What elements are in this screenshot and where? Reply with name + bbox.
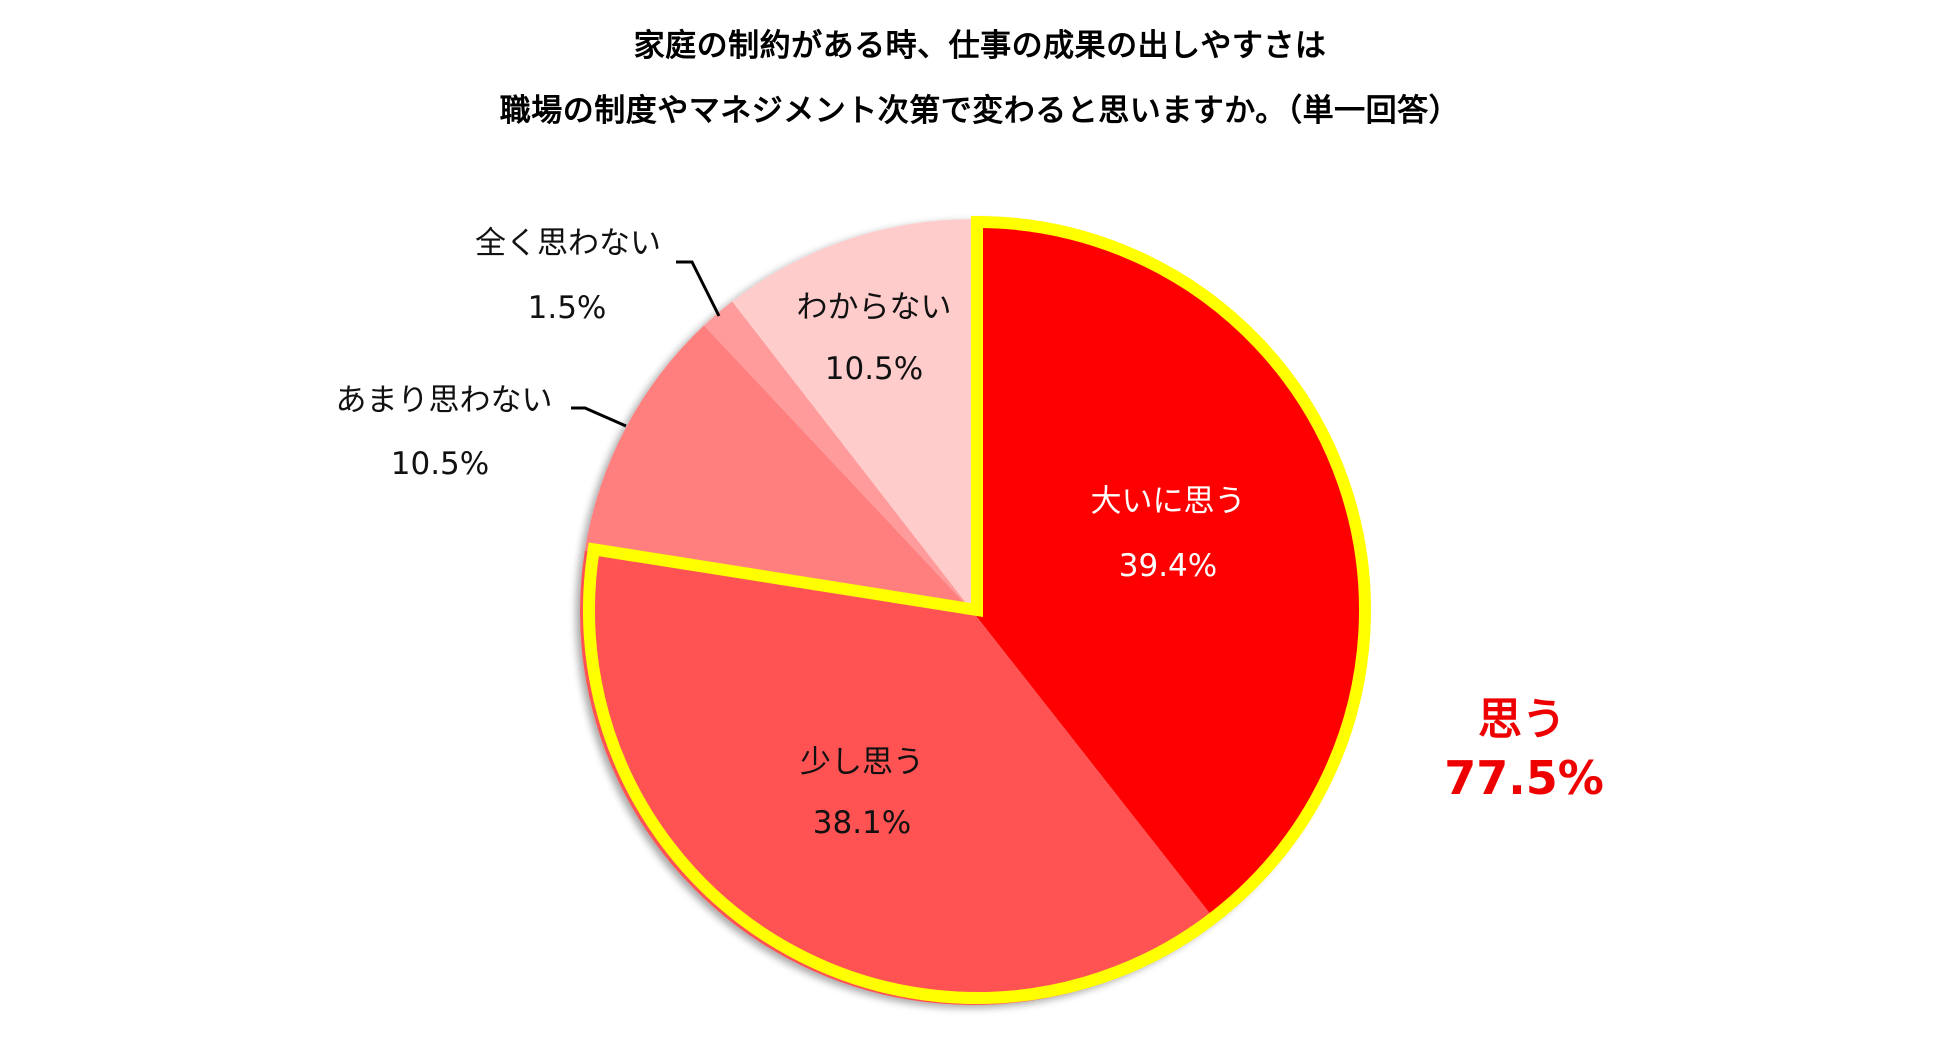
pie-slice-1 [973,219,1366,922]
chart-title-line-2: 職場の制度やマネジメント次第で変わると思いますか。（単一回答） [499,93,1461,129]
omou-highlight-outline [583,215,1371,1004]
label-amari-omowanai-value: 10.5% [390,446,490,482]
pie-slice-4 [703,301,973,612]
leader-lines [571,260,721,428]
pie-slice-2 [580,550,1216,1005]
label-oini-omou-name: 大いに思う [1090,483,1246,520]
leader-line-amari [571,406,627,428]
summary-label: 思う [1478,694,1566,745]
summary-total: 77.5% [1444,751,1604,805]
label-sukoshi-omou-value: 38.1% [812,805,912,841]
label-amari-omowanai-name: あまり思わない [335,382,553,419]
pie-slice-3 [584,325,973,612]
label-oini-omou-value: 39.4% [1118,548,1218,584]
label-mattaku-omowanai-name: 全く思わない [475,225,661,262]
label-wakaranai-value: 10.5% [824,351,924,387]
pie-slices [580,219,1366,1005]
label-wakaranai-name: わからない [796,289,952,326]
label-mattaku-omowanai-value: 1.5% [527,290,607,326]
pie-slice-5 [732,219,973,612]
label-sukoshi-omou-name: 少し思う [800,744,924,781]
leader-line-mattaku [676,260,721,317]
chart-title-line-1: 家庭の制約がある時、仕事の成果の出しやすさは [633,28,1327,64]
